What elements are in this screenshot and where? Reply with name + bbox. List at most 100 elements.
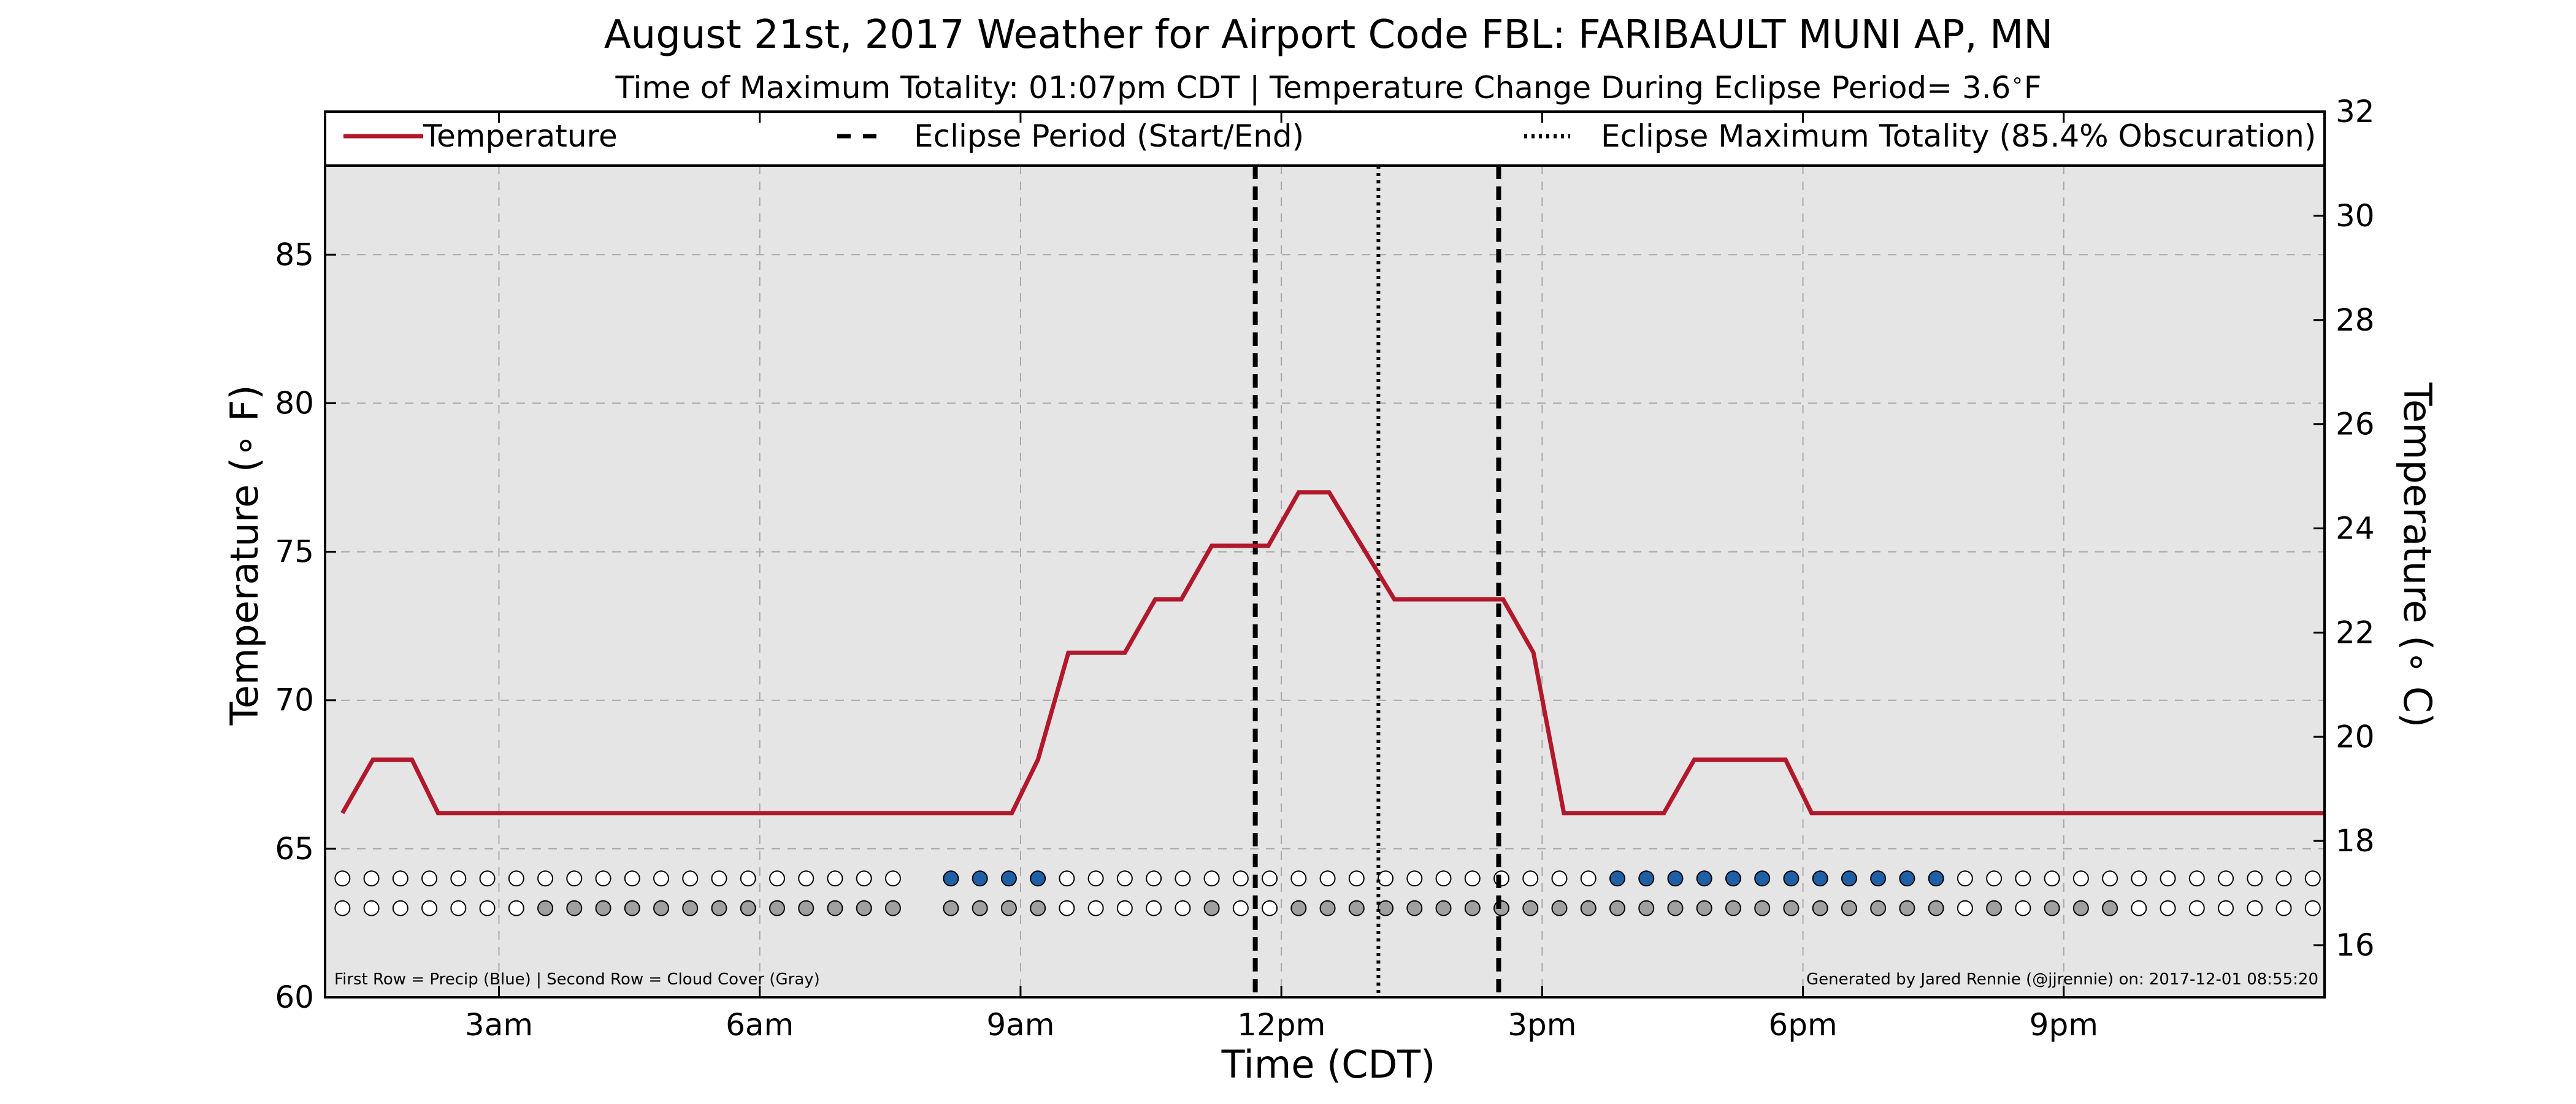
cloud-indicator [1957,900,1973,916]
precip-indicator [624,870,640,887]
y-right-tick-label: 30 [2336,198,2375,234]
precip-indicator [1406,870,1423,887]
temperature-line [340,490,2325,816]
cloud-indicator [1986,900,2003,916]
cloud-indicator [1522,900,1539,916]
precip-indicator [1116,870,1133,887]
precip-indicator [1175,870,1191,887]
cloud-indicator [682,900,699,916]
precip-indicator [798,870,815,887]
cloud-indicator [479,900,496,916]
precip-indicator [2218,870,2234,887]
precip-indicator [1378,870,1394,887]
cloud-indicator [450,900,467,916]
plot-area [325,112,2325,997]
cloud-indicator [2218,900,2234,916]
precip-indicator [1232,870,1249,887]
cloud-indicator [2131,900,2147,916]
precip-indicator [1899,870,1915,887]
cloud-indicator [1812,900,1828,916]
precip-indicator [363,870,380,887]
precip-indicator [2160,870,2176,887]
cloud-indicator [1378,900,1394,916]
precip-indicator [2247,870,2263,887]
cloud-indicator [1928,900,1944,916]
precip-indicator [1870,870,1887,887]
precip-indicator [1030,870,1046,887]
cloud-indicator [2247,900,2263,916]
legend: Temperature Eclipse Period (Start/End) Ecl… [324,110,2326,167]
chart-title: August 21st, 2017 Weather for Airport Co… [604,12,2053,58]
cloud-indicator [1725,900,1741,916]
cloud-indicator [1406,900,1423,916]
precip-indicator [1203,870,1220,887]
precip-indicator [2044,870,2060,887]
y-right-tick-label: 26 [2336,407,2375,442]
precip-indicator [972,870,988,887]
cloud-indicator [827,900,843,916]
x-tick-label: 9am [986,1007,1054,1043]
cloud-indicator [508,900,524,916]
cloud-indicator [537,900,554,916]
cloud-indicator [1232,900,1249,916]
precip-indicator [711,870,727,887]
y-tick-label: 80 [275,385,314,421]
cloud-indicator [1435,900,1452,916]
cloud-indicator [711,900,727,916]
cloud-indicator [1175,900,1191,916]
y-tick-label: 70 [275,683,314,718]
precip-indicator [856,870,872,887]
cloud-indicator [566,900,583,916]
cloud-indicator [856,900,872,916]
cloud-indicator [1899,900,1915,916]
y-right-tick-label: 16 [2336,927,2375,963]
plot-frame [324,110,2326,999]
cloud-indicator [884,900,901,916]
cloud-indicator [1783,900,1800,916]
precip-indicator [1000,870,1017,887]
precip-indicator [2072,870,2089,887]
cloud-indicator [1638,900,1655,916]
x-tick-label: 12pm [1237,1007,1325,1043]
y-tick-label: 75 [275,534,314,570]
x-tick-label: 3pm [1508,1007,1576,1043]
footnote-right: Generated by Jared Rennie (@jjrennie) on… [1806,970,2318,989]
precip-indicator [1146,870,1162,887]
precip-indicator [1290,870,1307,887]
precip-indicator [1435,870,1452,887]
precip-indicator [1348,870,1365,887]
precip-indicator [1986,870,2003,887]
precip-indicator [2275,870,2292,887]
cloud-indicator [2044,900,2060,916]
precip-indicator [479,870,496,887]
cloud-indicator [2072,900,2089,916]
cloud-indicator [2275,900,2292,916]
cloud-indicator [1464,900,1481,916]
cloud-indicator [1116,900,1133,916]
precip-indicator [2015,870,2031,887]
cloud-indicator [798,900,815,916]
precip-indicator [566,870,583,887]
precip-indicator [1667,870,1684,887]
cloud-indicator [943,900,959,916]
precip-indicator [1609,870,1625,887]
cloud-indicator [1870,900,1887,916]
cloud-indicator [363,900,380,916]
cloud-indicator [1146,900,1162,916]
x-tick-label: 9pm [2030,1007,2098,1043]
precip-indicator [421,870,438,887]
x-tick-label: 3am [465,1007,533,1043]
precip-indicator [943,870,959,887]
cloud-indicator [2188,900,2205,916]
cloud-indicator [1667,900,1684,916]
y-right-tick-label: 20 [2336,719,2375,754]
precip-indicator [392,870,408,887]
precip-indicator [1522,870,1539,887]
precip-indicator [682,870,699,887]
cloud-indicator [1551,900,1568,916]
precip-indicator [2304,870,2321,887]
cloud-indicator [653,900,670,916]
cloud-indicator [2160,900,2176,916]
legend-label: Temperature [423,118,618,154]
cloud-indicator [1696,900,1712,916]
